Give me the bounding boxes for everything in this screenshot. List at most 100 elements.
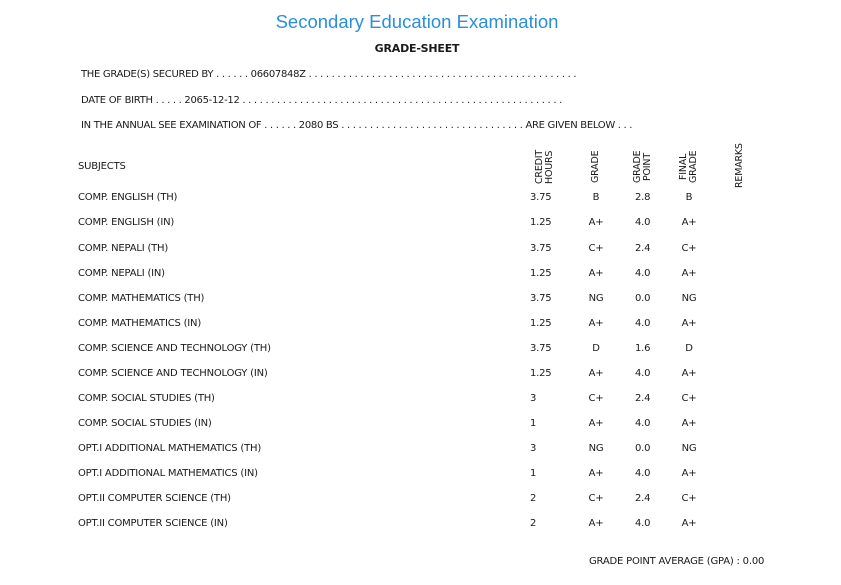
table-row: COMP. SOCIAL STUDIES (IN) 1 A+ 4.0 A+ bbox=[0, 418, 841, 438]
table-row: COMP. SCIENCE AND TECHNOLOGY (IN) 1.25 A… bbox=[0, 368, 841, 388]
date-of-birth-line: DATE OF BIRTH . . . . . 2065-12-12 . . .… bbox=[81, 95, 562, 106]
final-grade-cell: A+ bbox=[681, 217, 697, 228]
credit-hours-cell: 1.25 bbox=[530, 318, 552, 329]
credit-hours-cell: 1.25 bbox=[530, 268, 552, 279]
grade-cell: B bbox=[592, 192, 600, 203]
subject-cell: OPT.I ADDITIONAL MATHEMATICS (IN) bbox=[78, 468, 258, 479]
secured-by-line: THE GRADE(S) SECURED BY . . . . . . 0660… bbox=[81, 69, 577, 80]
exam-line: IN THE ANNUAL SEE EXAMINATION OF . . . .… bbox=[81, 120, 633, 131]
table-row: COMP. MATHEMATICS (TH) 3.75 NG 0.0 NG bbox=[0, 293, 841, 313]
grade-cell: A+ bbox=[588, 418, 604, 429]
grade-cell: A+ bbox=[588, 268, 604, 279]
credit-hours-header: CREDIT HOURS bbox=[534, 149, 555, 185]
gpa-summary: GRADE POINT AVERAGE (GPA) : 0.00 bbox=[589, 556, 765, 567]
grade-point-cell: 4.0 bbox=[635, 418, 651, 429]
table-row: COMP. ENGLISH (TH) 3.75 B 2.8 B bbox=[0, 192, 841, 212]
grade-cell: A+ bbox=[588, 518, 604, 529]
table-row: COMP. NEPALI (TH) 3.75 C+ 2.4 C+ bbox=[0, 243, 841, 263]
grade-cell: A+ bbox=[588, 468, 604, 479]
credit-hours-cell: 2 bbox=[530, 493, 537, 504]
subjects-header: SUBJECTS bbox=[78, 161, 126, 172]
credit-hours-cell: 3.75 bbox=[530, 243, 552, 254]
final-grade-cell: A+ bbox=[681, 418, 697, 429]
subject-cell: COMP. MATHEMATICS (IN) bbox=[78, 318, 202, 329]
credit-hours-cell: 1.25 bbox=[530, 217, 552, 228]
grade-point-cell: 0.0 bbox=[635, 443, 651, 454]
credit-hours-cell: 1 bbox=[530, 468, 537, 479]
final-grade-cell: D bbox=[685, 343, 693, 354]
table-row: OPT.I ADDITIONAL MATHEMATICS (IN) 1 A+ 4… bbox=[0, 468, 841, 488]
subject-cell: COMP. ENGLISH (TH) bbox=[78, 192, 178, 203]
grade-sheet-heading: GRADE-SHEET bbox=[374, 42, 460, 55]
grade-cell: A+ bbox=[588, 217, 604, 228]
credit-hours-cell: 3.75 bbox=[530, 192, 552, 203]
grade-point-cell: 4.0 bbox=[635, 518, 651, 529]
subject-cell: COMP. SOCIAL STUDIES (IN) bbox=[78, 418, 212, 429]
table-row: COMP. ENGLISH (IN) 1.25 A+ 4.0 A+ bbox=[0, 217, 841, 237]
credit-hours-cell: 1 bbox=[530, 418, 537, 429]
subject-cell: OPT.II COMPUTER SCIENCE (TH) bbox=[78, 493, 231, 504]
grade-header: GRADE bbox=[590, 149, 601, 185]
credit-hours-cell: 2 bbox=[530, 518, 537, 529]
final-grade-cell: C+ bbox=[681, 393, 697, 404]
final-grade-cell: A+ bbox=[681, 468, 697, 479]
subject-cell: OPT.I ADDITIONAL MATHEMATICS (TH) bbox=[78, 443, 262, 454]
grade-cell: NG bbox=[588, 293, 604, 304]
grade-point-header: GRADE POINT bbox=[632, 149, 653, 185]
final-grade-cell: A+ bbox=[681, 268, 697, 279]
table-row: COMP. SOCIAL STUDIES (TH) 3 C+ 2.4 C+ bbox=[0, 393, 841, 413]
subject-cell: COMP. SCIENCE AND TECHNOLOGY (IN) bbox=[78, 368, 268, 379]
credit-hours-cell: 3.75 bbox=[530, 293, 552, 304]
grade-cell: D bbox=[592, 343, 600, 354]
exam-title: Secondary Education Examination bbox=[275, 11, 559, 32]
final-grade-cell: NG bbox=[681, 443, 697, 454]
grade-cell: C+ bbox=[588, 243, 604, 254]
final-grade-cell: A+ bbox=[681, 318, 697, 329]
table-row: COMP. SCIENCE AND TECHNOLOGY (TH) 3.75 D… bbox=[0, 343, 841, 363]
grade-point-cell: 0.0 bbox=[635, 293, 651, 304]
grade-point-cell: 2.4 bbox=[635, 393, 651, 404]
grade-point-cell: 4.0 bbox=[635, 368, 651, 379]
credit-hours-cell: 3 bbox=[530, 443, 537, 454]
remarks-header-label: REMARKS bbox=[734, 143, 745, 189]
grade-point-cell: 2.4 bbox=[635, 243, 651, 254]
credit-hours-cell: 3 bbox=[530, 393, 537, 404]
final-grade-cell: B bbox=[685, 192, 693, 203]
subject-cell: COMP. NEPALI (TH) bbox=[78, 243, 169, 254]
subject-cell: COMP. ENGLISH (IN) bbox=[78, 217, 175, 228]
grade-cell: C+ bbox=[588, 393, 604, 404]
credit-hours-header-line2: HOURS bbox=[544, 150, 555, 184]
grade-point-cell: 4.0 bbox=[635, 468, 651, 479]
grade-header-label: GRADE bbox=[590, 150, 601, 184]
table-row: OPT.I ADDITIONAL MATHEMATICS (TH) 3 NG 0… bbox=[0, 443, 841, 463]
grade-cell: A+ bbox=[588, 368, 604, 379]
grade-cell: NG bbox=[588, 443, 604, 454]
table-row: COMP. MATHEMATICS (IN) 1.25 A+ 4.0 A+ bbox=[0, 318, 841, 338]
subject-cell: COMP. NEPALI (IN) bbox=[78, 268, 165, 279]
table-row: COMP. NEPALI (IN) 1.25 A+ 4.0 A+ bbox=[0, 268, 841, 288]
final-grade-cell: C+ bbox=[681, 493, 697, 504]
final-grade-cell: A+ bbox=[681, 518, 697, 529]
final-grade-cell: C+ bbox=[681, 243, 697, 254]
final-grade-header-line2: GRADE bbox=[688, 150, 699, 184]
remarks-header: REMARKS bbox=[734, 143, 745, 189]
subject-cell: OPT.II COMPUTER SCIENCE (IN) bbox=[78, 518, 228, 529]
final-grade-cell: NG bbox=[681, 293, 697, 304]
subject-cell: COMP. MATHEMATICS (TH) bbox=[78, 293, 205, 304]
credit-hours-cell: 3.75 bbox=[530, 343, 552, 354]
grade-point-cell: 1.6 bbox=[635, 343, 651, 354]
subject-cell: COMP. SOCIAL STUDIES (TH) bbox=[78, 393, 215, 404]
grade-point-cell: 2.8 bbox=[635, 192, 651, 203]
subject-cell: COMP. SCIENCE AND TECHNOLOGY (TH) bbox=[78, 343, 271, 354]
grade-point-header-line2: POINT bbox=[642, 153, 653, 181]
grade-point-cell: 4.0 bbox=[635, 318, 651, 329]
grade-point-cell: 4.0 bbox=[635, 217, 651, 228]
final-grade-header: FINAL GRADE bbox=[678, 149, 699, 185]
table-row: OPT.II COMPUTER SCIENCE (IN) 2 A+ 4.0 A+ bbox=[0, 518, 841, 538]
final-grade-cell: A+ bbox=[681, 368, 697, 379]
grade-point-cell: 2.4 bbox=[635, 493, 651, 504]
grade-cell: A+ bbox=[588, 318, 604, 329]
table-row: OPT.II COMPUTER SCIENCE (TH) 2 C+ 2.4 C+ bbox=[0, 493, 841, 513]
credit-hours-cell: 1.25 bbox=[530, 368, 552, 379]
grade-point-cell: 4.0 bbox=[635, 268, 651, 279]
